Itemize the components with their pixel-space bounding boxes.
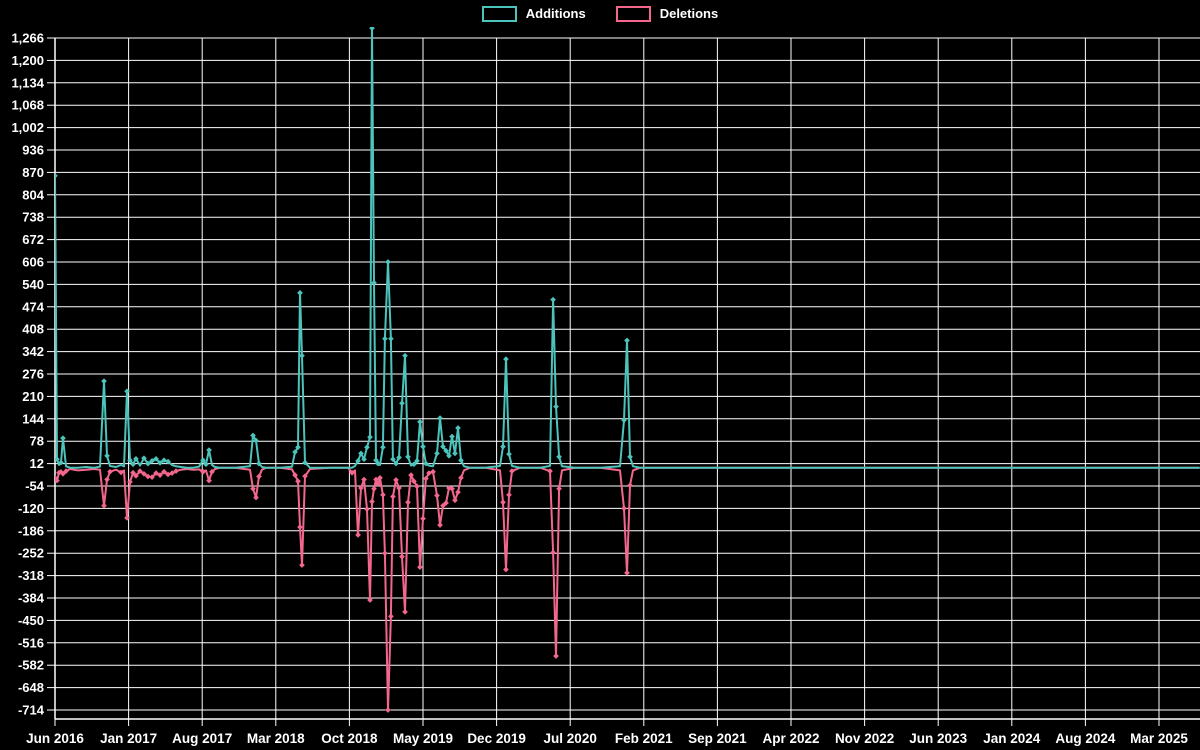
- additions-line: [55, 27, 1200, 469]
- x-tick-label: Sep 2021: [688, 731, 747, 746]
- y-tick-label: -186: [18, 523, 44, 538]
- y-tick-label: -120: [18, 501, 44, 516]
- legend-item-additions[interactable]: Additions: [481, 6, 586, 22]
- y-tick-label: 342: [22, 344, 44, 359]
- y-tick-label: 1,002: [11, 120, 44, 135]
- y-tick-label: 474: [22, 299, 44, 314]
- x-tick-label: Aug 2024: [1055, 731, 1116, 746]
- y-tick-label: 78: [30, 434, 44, 449]
- y-tick-label: 276: [22, 367, 44, 382]
- additions-swatch-icon: [481, 6, 517, 22]
- x-tick-label: Jul 2020: [544, 731, 597, 746]
- y-tick-label: 12: [30, 456, 44, 471]
- x-tick-label: Jan 2024: [983, 731, 1041, 746]
- x-tick-label: Mar 2025: [1130, 731, 1188, 746]
- y-tick-label: -252: [18, 546, 44, 561]
- y-tick-label: 210: [22, 389, 44, 404]
- deletions-line: [55, 466, 1200, 713]
- y-tick-label: 738: [22, 210, 44, 225]
- x-tick-label: Aug 2017: [172, 731, 232, 746]
- y-tick-label: 870: [22, 165, 44, 180]
- x-tick-label: Apr 2022: [762, 731, 819, 746]
- legend-item-deletions[interactable]: Deletions: [615, 6, 719, 22]
- y-tick-label: -582: [18, 658, 44, 673]
- x-tick-label: Dec 2019: [467, 731, 526, 746]
- gridlines: [47, 37, 1200, 726]
- chart-legend: Additions Deletions: [0, 6, 1200, 22]
- y-tick-label: 936: [22, 143, 44, 158]
- x-tick-label: Feb 2021: [615, 731, 673, 746]
- y-tick-label: 1,200: [11, 53, 44, 68]
- legend-label-deletions: Deletions: [659, 6, 719, 21]
- y-tick-label: -516: [18, 635, 44, 650]
- y-tick-label: -384: [18, 591, 45, 606]
- y-tick-label: 1,068: [11, 98, 44, 113]
- y-tick-label: 606: [22, 255, 44, 270]
- y-tick-label: 144: [22, 411, 44, 426]
- y-tick-label: -714: [18, 703, 45, 718]
- axis-labels: 1,266 1,200 1,134 1,068 1,002 936 870 804 738 672…: [11, 31, 1188, 747]
- y-tick-label: -318: [18, 568, 44, 583]
- x-tick-label: Nov 2022: [835, 731, 894, 746]
- y-tick-label: 540: [22, 277, 44, 292]
- x-tick-label: Jan 2017: [100, 731, 157, 746]
- y-tick-label: -450: [18, 613, 44, 628]
- y-tick-label: 804: [22, 187, 44, 202]
- deletions-swatch-icon: [615, 6, 651, 22]
- y-tick-label: 1,266: [11, 31, 44, 46]
- y-tick-label: 408: [22, 322, 44, 337]
- y-tick-label: 1,134: [11, 75, 44, 90]
- y-tick-label: 672: [22, 232, 44, 247]
- x-tick-label: Jun 2016: [26, 731, 84, 746]
- y-tick-label: -54: [25, 479, 45, 494]
- x-tick-label: May 2019: [393, 731, 453, 746]
- x-tick-label: Oct 2018: [321, 731, 378, 746]
- y-tick-label: -648: [18, 680, 44, 695]
- x-tick-label: Mar 2018: [247, 731, 305, 746]
- legend-label-additions: Additions: [525, 6, 586, 21]
- x-tick-label: Jun 2023: [909, 731, 967, 746]
